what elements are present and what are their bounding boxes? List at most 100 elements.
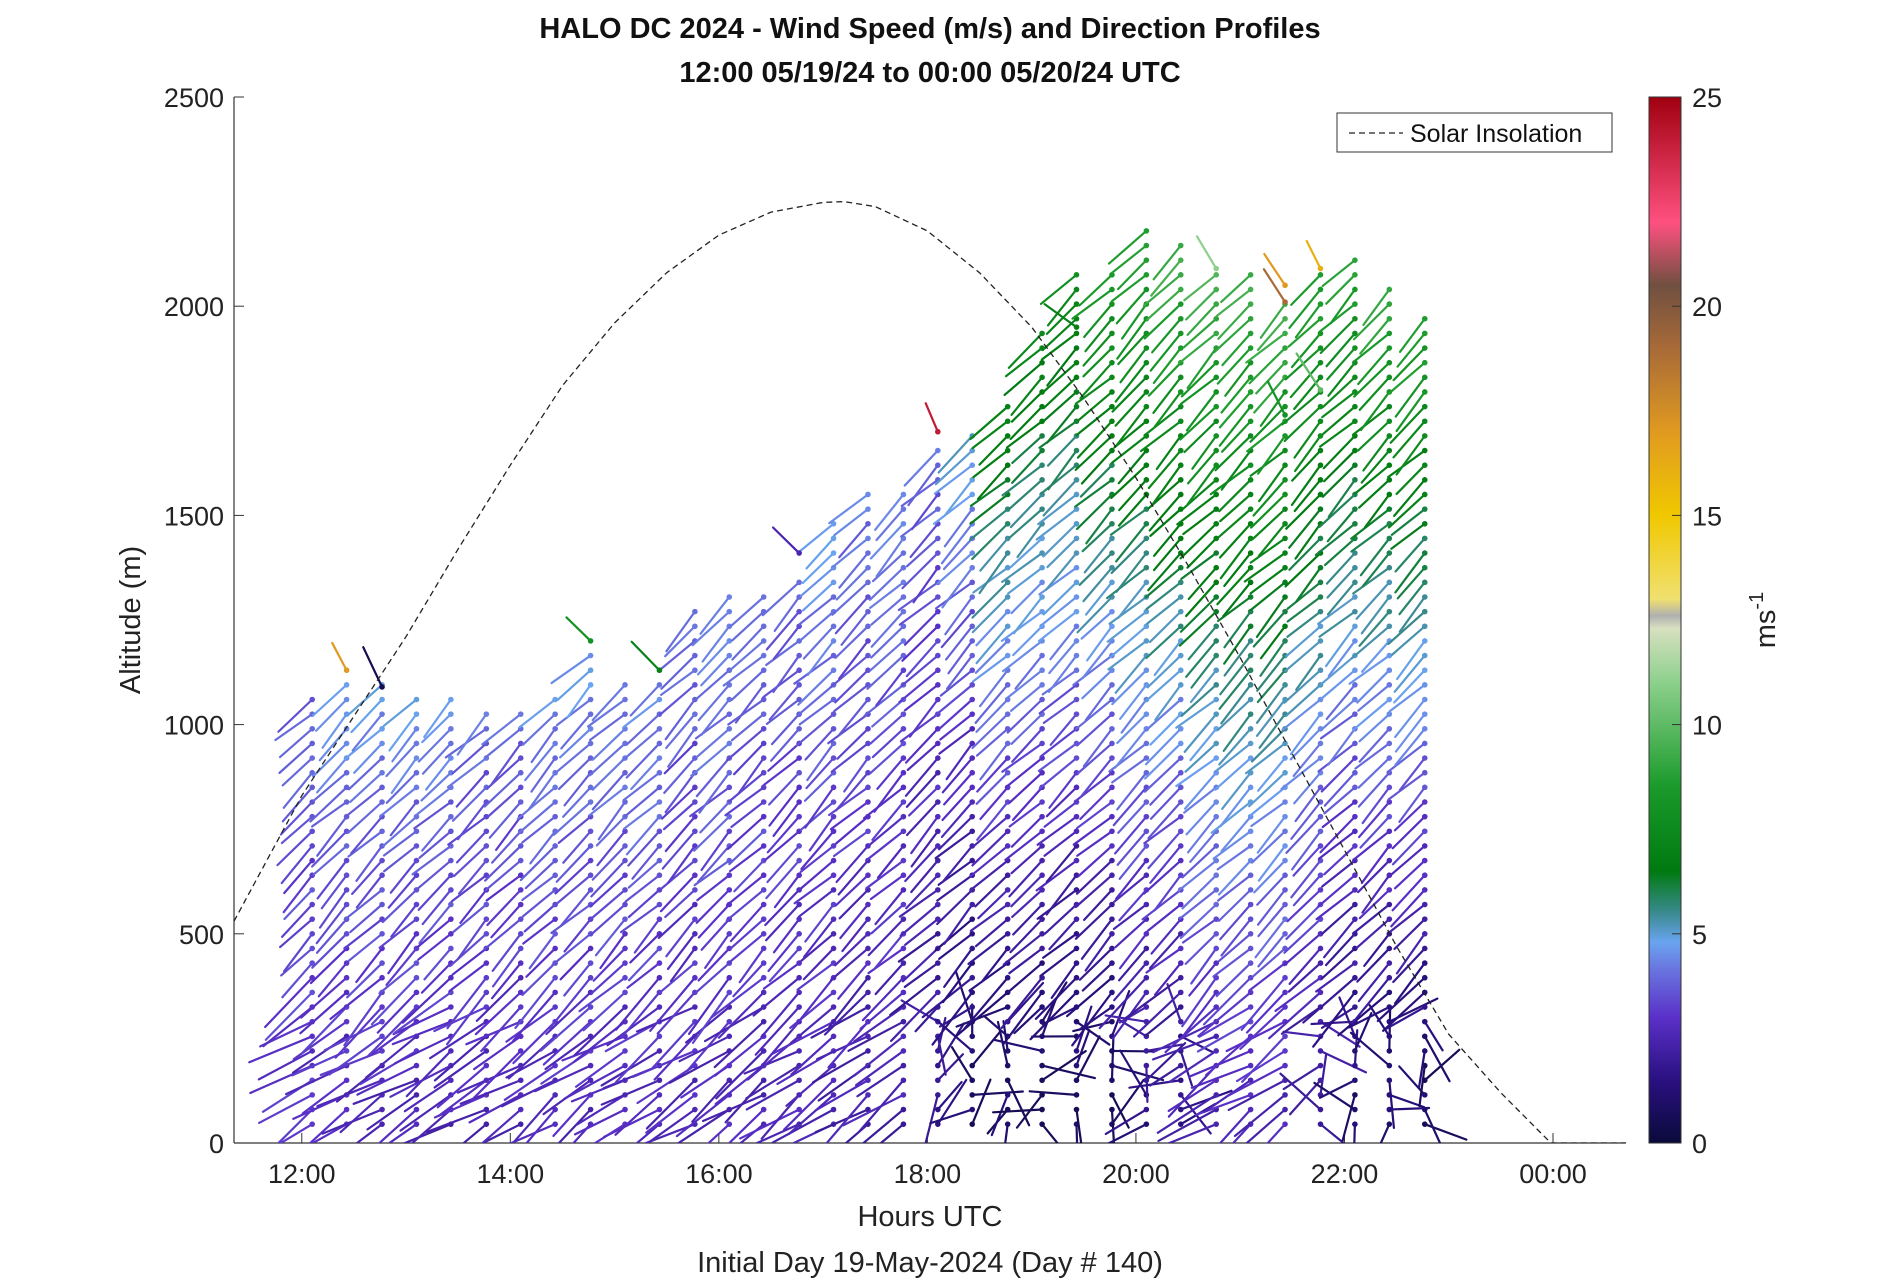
wind-vector — [1361, 784, 1393, 825]
wind-vector — [834, 623, 871, 659]
wind-vector — [905, 872, 941, 910]
wind-vector — [311, 682, 350, 717]
wind-vector — [1118, 945, 1150, 982]
wind-vector — [940, 608, 976, 649]
wind-vector — [1283, 667, 1324, 704]
wind-vector — [1043, 799, 1080, 828]
wind-vector — [355, 872, 385, 909]
wind-vector — [1190, 652, 1220, 689]
wind-vector — [730, 667, 767, 701]
wind-vector — [707, 1121, 733, 1143]
wind-vector — [854, 1048, 907, 1087]
wind-vector — [376, 989, 420, 1034]
wind-vector — [1319, 711, 1358, 740]
wind-vector — [353, 740, 385, 774]
wind-vector — [615, 974, 663, 1031]
wind-vector — [974, 872, 1011, 908]
wind-vector — [548, 974, 594, 1030]
wind-vector — [387, 931, 420, 975]
wind-vector — [1042, 579, 1080, 616]
wind-vector — [413, 799, 454, 830]
wind-vector — [689, 784, 733, 818]
wind-vector — [1153, 389, 1184, 429]
wind-vector — [1074, 872, 1115, 909]
wind-vector — [910, 813, 941, 855]
wind-vector — [1387, 491, 1428, 529]
wind-vector — [1106, 1121, 1150, 1143]
wind-vector — [1013, 1004, 1045, 1035]
wind-vector — [1145, 945, 1184, 974]
wind-vector — [350, 696, 385, 734]
wind-vector — [1040, 330, 1080, 361]
wind-vector — [768, 945, 802, 983]
wind-vector — [1282, 1062, 1324, 1091]
wind-vector — [975, 725, 1011, 757]
wind-vector — [700, 828, 733, 872]
wind-vector — [1393, 652, 1428, 693]
wind-vector — [1348, 652, 1393, 685]
wind-vector — [1421, 1106, 1442, 1143]
wind-vector — [738, 945, 767, 984]
wind-vector — [264, 974, 316, 1029]
wind-vector — [1315, 887, 1358, 921]
wind-vector — [834, 813, 871, 845]
wind-vector — [421, 740, 454, 775]
wind-vector — [447, 813, 490, 846]
wind-vector — [1252, 477, 1288, 517]
wind-vector — [868, 813, 907, 846]
wind-vector — [1196, 1018, 1254, 1053]
wind-vector — [831, 579, 871, 616]
wind-vector — [280, 843, 316, 885]
wind-vector — [1256, 887, 1288, 926]
wind-vector — [614, 1033, 663, 1084]
wind-vector — [869, 638, 907, 672]
wind-vector — [1289, 711, 1324, 756]
wind-vector — [899, 901, 941, 937]
wind-vector — [1241, 1033, 1288, 1083]
wind-vector — [1285, 623, 1324, 658]
wind-vector — [1147, 828, 1184, 870]
wind-vector — [653, 1033, 698, 1081]
wind-vector — [1008, 506, 1045, 540]
wind-vector — [869, 520, 907, 560]
wind-vector — [1398, 315, 1428, 353]
wind-vector — [1084, 315, 1115, 353]
wind-vector — [912, 564, 941, 604]
wind-vector — [1218, 477, 1254, 513]
wind-vector — [963, 974, 1011, 1030]
wind-vector — [1175, 755, 1220, 788]
wind-vector — [972, 447, 1011, 479]
wind-vector — [385, 740, 420, 778]
wind-vector — [801, 579, 837, 612]
wind-vector — [1001, 989, 1045, 1046]
wind-vector — [834, 872, 871, 907]
wind-vector — [1249, 535, 1288, 564]
wind-vector — [1317, 740, 1358, 773]
wind-vector — [1107, 228, 1150, 265]
wind-vector — [490, 901, 524, 939]
wind-vector — [830, 652, 871, 688]
wind-vector — [1318, 418, 1358, 448]
wind-vector — [1390, 887, 1428, 928]
colorbar-tick-label: 10 — [1692, 711, 1722, 741]
wind-vector — [1288, 506, 1324, 549]
colorbar-gradient — [1648, 96, 1682, 1144]
wind-vector — [1358, 725, 1393, 763]
wind-vector — [971, 652, 1011, 683]
wind-vector — [1398, 594, 1428, 633]
wind-vector — [1398, 579, 1428, 616]
wind-vector — [974, 638, 1011, 674]
wind-vector — [1321, 799, 1358, 829]
wind-vector — [416, 916, 454, 948]
wind-vector — [1177, 857, 1220, 892]
wind-vector — [1085, 506, 1115, 545]
wind-vector — [1133, 989, 1184, 1038]
wind-vector — [1074, 477, 1115, 508]
wind-vector — [600, 1077, 663, 1106]
wind-vector — [1077, 389, 1115, 422]
wind-vector — [1218, 1106, 1254, 1143]
wind-vector — [1253, 857, 1288, 894]
wind-vector — [900, 999, 941, 1025]
wind-vector — [1074, 374, 1115, 405]
wind-vector — [1219, 652, 1254, 696]
